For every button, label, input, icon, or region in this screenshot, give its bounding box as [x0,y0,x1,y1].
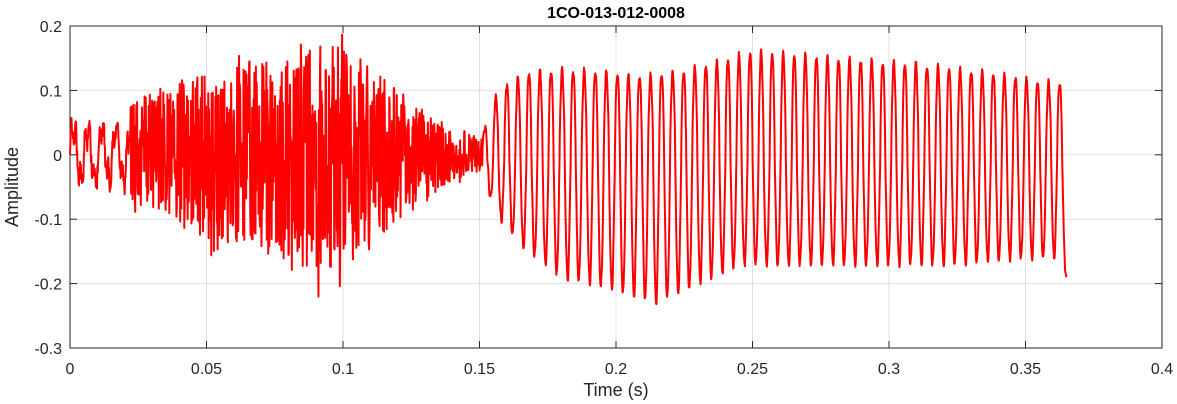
y-tick-label: 0.1 [40,83,62,100]
x-tick-label: 0.3 [878,361,900,378]
x-axis-label: Time (s) [583,380,648,400]
y-tick-label: 0.2 [40,19,62,36]
x-tick-label: 0.05 [191,361,222,378]
x-tick-label: 0.2 [605,361,627,378]
signal-line [69,33,1068,306]
y-tick-label: -0.2 [34,277,62,294]
y-tick-label: -0.1 [34,212,62,229]
x-tick-label: 0.4 [1151,361,1173,378]
x-tick-label: 0 [66,361,75,378]
y-axis-label: Amplitude [2,147,22,227]
y-axis-ticks: -0.3 -0.2 -0.1 0 0.1 0.2 [34,19,1162,358]
y-tick-label: 0 [53,148,62,165]
x-axis-ticks: 0 0.05 0.1 0.15 0.2 0.25 0.3 0.35 0.4 [66,26,1173,378]
x-tick-label: 0.1 [332,361,354,378]
chart-title: 1CO-013-012-0008 [547,5,685,22]
x-tick-label: 0.15 [464,361,495,378]
y-tick-label: -0.3 [34,341,62,358]
x-tick-label: 0.35 [1010,361,1041,378]
x-tick-label: 0.25 [737,361,768,378]
